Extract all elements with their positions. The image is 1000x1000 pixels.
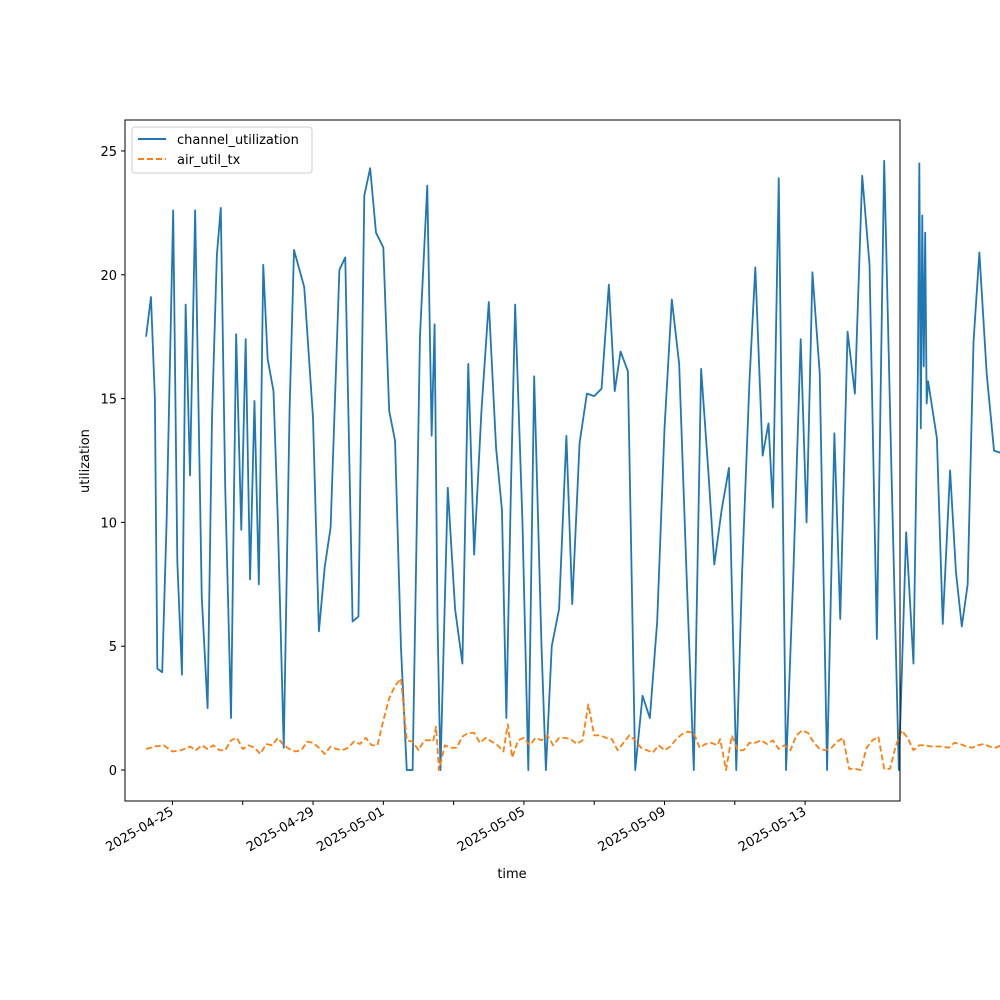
- plot-frame: [124, 119, 901, 802]
- legend-label-air-util-tx: air_util_tx: [177, 153, 241, 168]
- legend-label-channel-utilization: channel_utilization: [177, 133, 299, 148]
- y-tick-label-0: 0: [109, 764, 117, 779]
- x-axis-label: time: [497, 867, 526, 882]
- y-tick-label-5: 5: [109, 640, 117, 655]
- y-tick-label-25: 25: [100, 145, 117, 160]
- legend: channel_utilization air_util_tx: [131, 126, 313, 174]
- legend-frame: [131, 126, 313, 174]
- y-tick-label-10: 10: [100, 516, 117, 531]
- y-tick-label-15: 15: [100, 393, 117, 408]
- y-axis: 0 5 10 15 20 25: [100, 145, 125, 779]
- y-axis-label: utilization: [78, 429, 93, 493]
- series-line-air-util-tx: [145, 677, 1000, 771]
- series-layer: [145, 159, 1000, 771]
- y-tick-label-20: 20: [100, 269, 117, 284]
- series-line-channel-utilization: [145, 159, 1000, 771]
